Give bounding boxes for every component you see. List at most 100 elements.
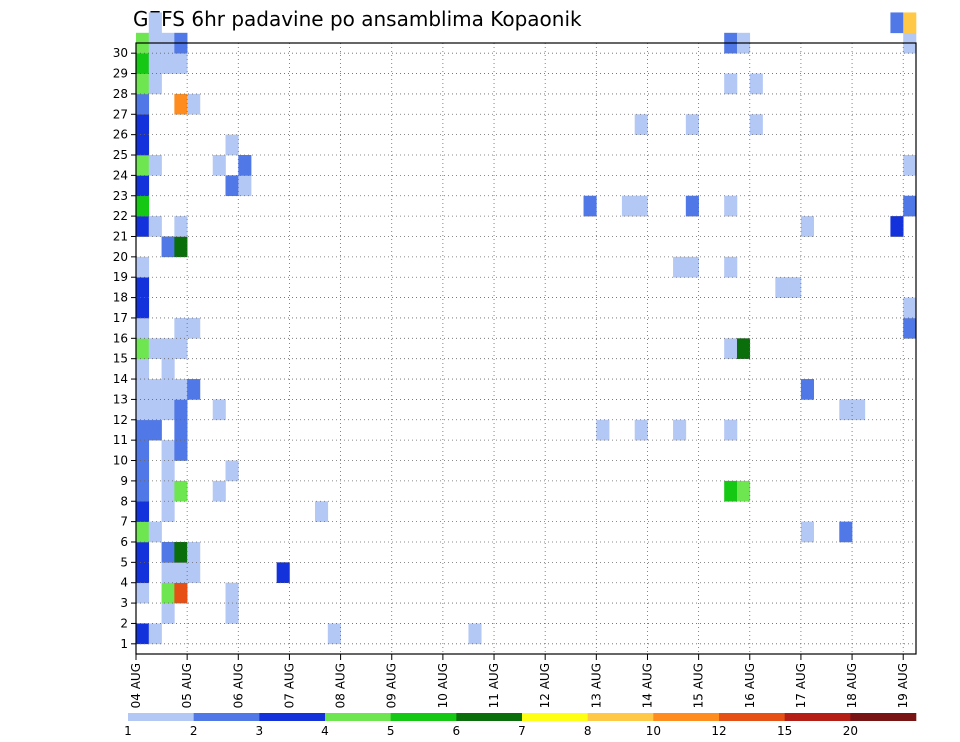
heatmap-cell: [161, 440, 175, 461]
heatmap-cell: [212, 480, 226, 502]
x-tick-label: 10 AUG: [436, 663, 450, 708]
y-tick-label: 2: [120, 616, 128, 630]
y-tick-label: 12: [113, 413, 128, 427]
heatmap-cell: [839, 399, 853, 421]
colorbar-label: 12: [711, 724, 726, 738]
heatmap-cell: [187, 93, 201, 115]
heatmap-cell: [148, 399, 162, 421]
y-tick-label: 5: [120, 555, 128, 569]
heatmap-cell: [174, 582, 188, 604]
colorbar-swatch: [587, 713, 654, 721]
x-tick-label: 06 AUG: [231, 663, 245, 708]
colorbar-swatch: [784, 713, 851, 721]
heatmap-cell: [148, 12, 162, 34]
y-tick-label: 6: [120, 535, 128, 549]
heatmap-cell: [315, 501, 329, 522]
heatmap-cell: [161, 480, 175, 502]
x-tick-label: 18 AUG: [845, 663, 859, 708]
colorbar-label: 1: [124, 724, 132, 738]
heatmap-cell: [327, 623, 341, 645]
plot-frame: [135, 42, 917, 655]
heatmap-cell: [174, 379, 188, 400]
colorbar-swatch: [193, 713, 260, 721]
heatmap-cell: [724, 256, 738, 278]
heatmap-cell: [238, 175, 252, 197]
colorbar-label: 4: [321, 724, 329, 738]
x-tick-label: 07 AUG: [282, 663, 296, 708]
colorbar-label: 5: [387, 724, 395, 738]
heatmap-cell: [724, 419, 738, 441]
heatmap-cell: [749, 114, 763, 135]
heatmap-cell: [136, 623, 150, 645]
heatmap-cell: [136, 317, 150, 339]
heatmap-cell: [724, 73, 738, 95]
heatmap-cell: [174, 338, 188, 359]
y-tick-label: 22: [113, 209, 128, 223]
colorbar-swatch: [653, 713, 720, 721]
heatmap-cell: [634, 419, 648, 441]
colorbar-label: 15: [777, 724, 792, 738]
y-tick-label: 20: [113, 250, 128, 264]
heatmap-cell: [136, 480, 150, 502]
y-tick-label: 9: [120, 474, 128, 488]
heatmap-cell: [890, 216, 904, 237]
colorbar-label: 2: [190, 724, 198, 738]
colorbar-swatch: [259, 713, 326, 721]
heatmap-cell: [225, 603, 239, 624]
x-tick-label: 15 AUG: [692, 663, 706, 708]
heatmap-cell: [685, 114, 699, 135]
colorbar-swatch: [522, 713, 588, 721]
heatmap-cell: [238, 155, 252, 176]
heatmap-cell: [136, 256, 150, 278]
heatmap-cell: [634, 195, 648, 217]
heatmap-cell: [148, 379, 162, 400]
x-tick-label: 11 AUG: [487, 663, 501, 708]
heatmap-cell: [161, 399, 175, 421]
heatmap-cell: [634, 114, 648, 135]
heatmap-cell: [724, 195, 738, 217]
heatmap-cell: [736, 338, 751, 359]
heatmap-cell: [148, 53, 162, 74]
heatmap-cell: [174, 236, 188, 258]
heatmap-cell: [136, 541, 150, 563]
y-tick-label: 13: [113, 392, 128, 406]
heatmap-cell: [225, 175, 239, 197]
heatmap-cell: [903, 155, 917, 176]
y-tick-label: 16: [113, 331, 128, 345]
heatmap-cell: [161, 603, 175, 624]
colorbar-label: 20: [843, 724, 858, 738]
heatmap-cell: [174, 419, 188, 441]
x-tick-label: 19 AUG: [896, 663, 910, 708]
x-tick-label: 08 AUG: [334, 663, 348, 708]
y-tick-label: 11: [113, 433, 128, 447]
heatmap-cell: [174, 440, 188, 461]
x-tick-label: 13 AUG: [589, 663, 603, 708]
heatmap-cell: [148, 155, 162, 176]
heatmap-cell: [136, 155, 150, 176]
heatmap-cell: [225, 460, 239, 482]
heatmap-cell: [890, 12, 904, 34]
chart-title: GEFS 6hr padavine po ansamblima Kopaonik: [133, 7, 582, 31]
colorbar-swatch: [128, 713, 194, 721]
heatmap-cell: [136, 582, 150, 604]
heatmap-cell: [583, 195, 597, 217]
heatmap-cell: [136, 399, 150, 421]
heatmap-cell: [136, 358, 150, 380]
x-tick-label: 17 AUG: [794, 663, 808, 708]
y-tick-label: 7: [120, 515, 128, 529]
colorbar-label: 6: [453, 724, 461, 738]
heatmap-cell: [136, 277, 150, 298]
heatmap-cell: [148, 623, 162, 645]
y-tick-label: 4: [120, 576, 128, 590]
heatmap-cell: [136, 338, 150, 359]
heatmap-cell: [174, 317, 188, 339]
heatmap-cell: [276, 562, 290, 584]
heatmap-cell: [161, 501, 175, 522]
heatmap-cell: [673, 256, 687, 278]
heatmap-cell: [187, 562, 201, 584]
colorbar-swatch: [850, 713, 917, 721]
heatmap-cell: [724, 338, 738, 359]
y-tick-label: 1: [120, 637, 128, 651]
heatmap-cell: [225, 582, 239, 604]
